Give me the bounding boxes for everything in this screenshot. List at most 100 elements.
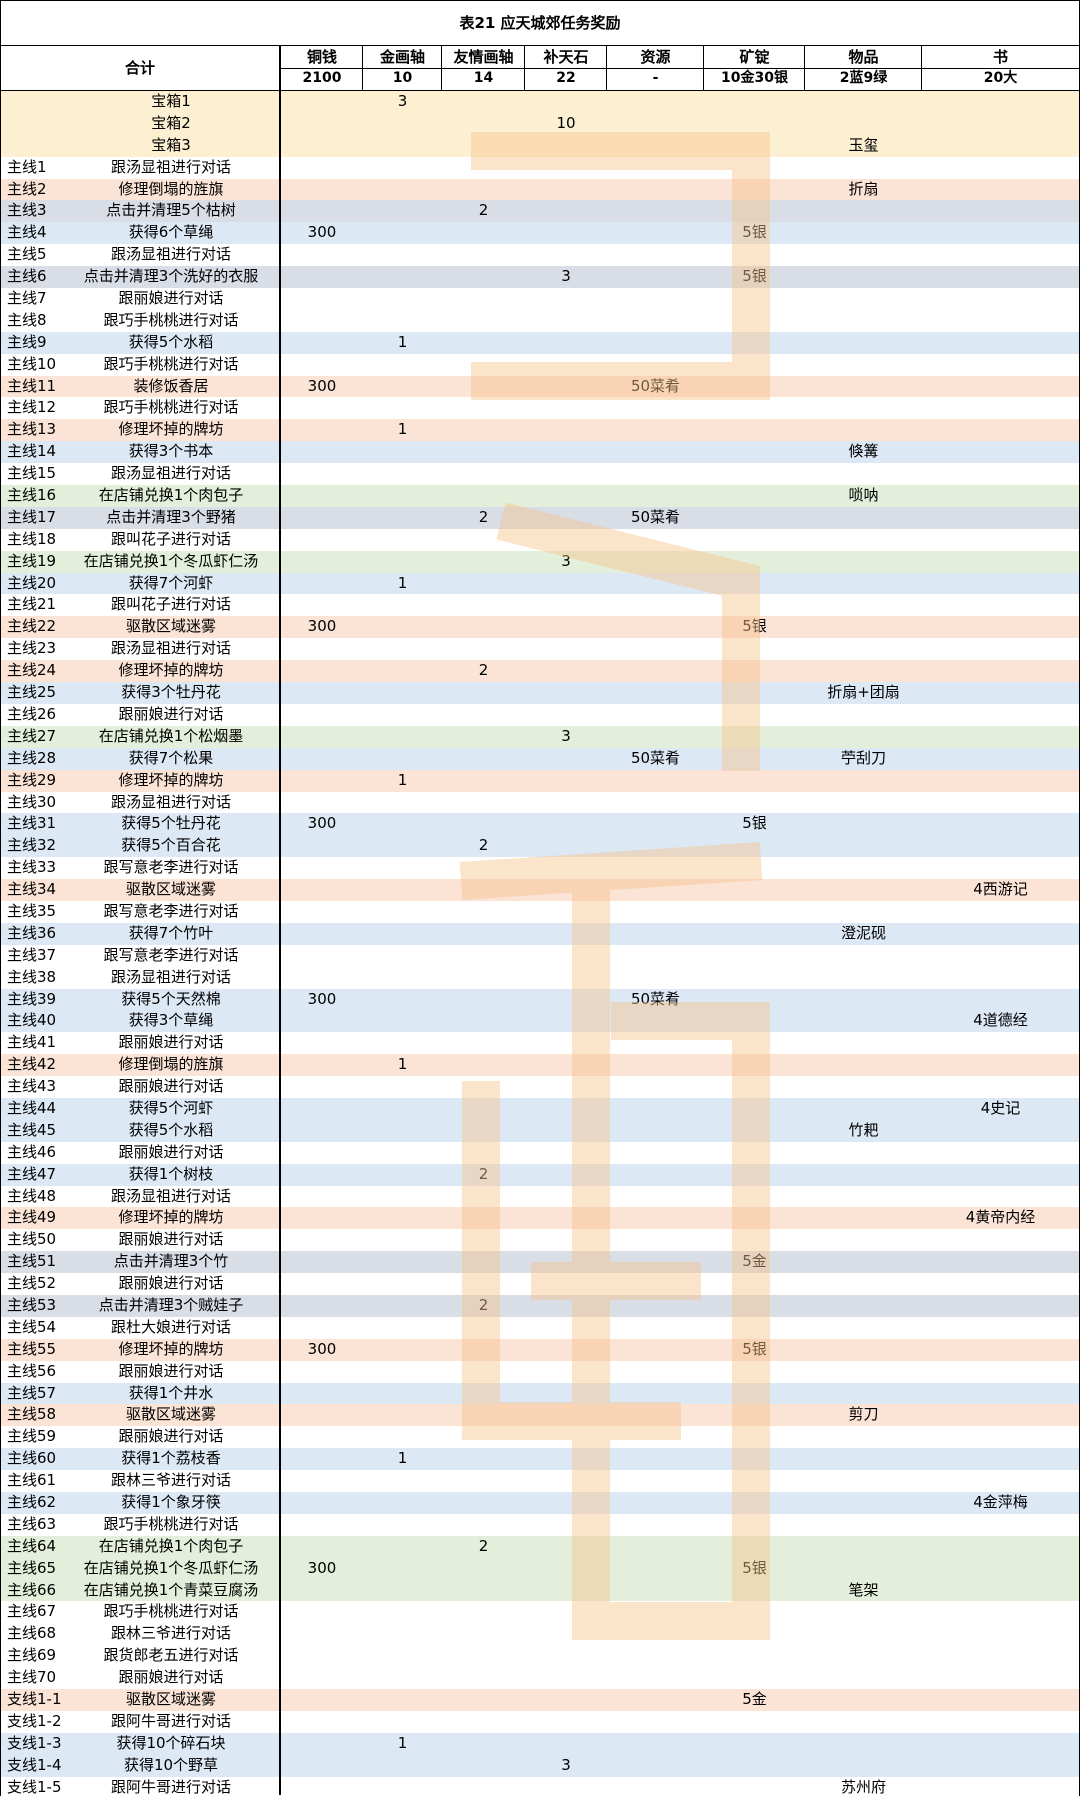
reward-cell bbox=[805, 244, 922, 266]
reward-cell bbox=[922, 1404, 1079, 1426]
header-name: 资源 bbox=[640, 48, 671, 66]
reward-cell bbox=[607, 1536, 704, 1558]
reward-cell bbox=[281, 660, 363, 682]
task-desc: 跟杜大娘进行对话 bbox=[110, 1317, 231, 1336]
header-rule bbox=[442, 68, 525, 69]
reward-cell bbox=[442, 1645, 525, 1667]
reward-cell bbox=[281, 1623, 363, 1645]
reward-cell bbox=[922, 660, 1079, 682]
table-row: 主线8 跟巧手桃桃进行对话 bbox=[1, 309, 1079, 332]
reward-cell bbox=[607, 726, 704, 748]
reward-cell bbox=[363, 1317, 442, 1339]
reward-cell bbox=[525, 682, 607, 704]
reward-cell bbox=[704, 179, 805, 201]
reward-cell bbox=[607, 310, 704, 332]
task-desc: 跟巧手桃桃进行对话 bbox=[103, 1514, 239, 1533]
table-row: 主线33 跟写意老李进行对话 bbox=[1, 857, 1079, 880]
reward-cell bbox=[922, 1448, 1079, 1470]
reward-cell: 5金 bbox=[742, 1252, 767, 1271]
task-desc: 在店铺兑换1个肉包子 bbox=[98, 1536, 244, 1555]
task-desc: 跟阿牛哥进行对话 bbox=[110, 1777, 231, 1796]
reward-cell bbox=[704, 507, 805, 529]
reward-cell bbox=[922, 682, 1079, 704]
reward-cell bbox=[704, 551, 805, 573]
reward-cell bbox=[363, 376, 442, 398]
reward-cell bbox=[805, 901, 922, 923]
table-row: 宝箱1 3 bbox=[1, 91, 1079, 113]
task-id: 主线68 bbox=[7, 1624, 57, 1643]
table-row: 主线14 获得3个书本 倏篝 bbox=[1, 441, 1079, 464]
reward-cell bbox=[525, 835, 607, 857]
reward-cell bbox=[442, 770, 525, 792]
reward-cell bbox=[607, 332, 704, 354]
task-id: 主线52 bbox=[7, 1274, 57, 1293]
reward-cell bbox=[442, 726, 525, 748]
task-id: 主线21 bbox=[7, 595, 57, 614]
reward-cell: 3 bbox=[397, 92, 408, 110]
task-desc: 点击并清理3个野猪 bbox=[106, 507, 236, 526]
task-id: 支线1-2 bbox=[7, 1711, 62, 1730]
table-row: 主线55 修理坏掉的牌坊 300 5银 bbox=[1, 1338, 1079, 1361]
task-id: 主线48 bbox=[7, 1186, 57, 1205]
reward-cell bbox=[704, 1426, 805, 1448]
reward-cell bbox=[805, 551, 922, 573]
reward-cell bbox=[363, 1689, 442, 1711]
reward-cell bbox=[805, 1536, 922, 1558]
reward-cell bbox=[922, 638, 1079, 660]
task-desc: 跟巧手桃桃进行对话 bbox=[103, 1602, 239, 1621]
reward-cell bbox=[805, 1426, 922, 1448]
header-cell: 书 20大 bbox=[921, 46, 1079, 90]
task-id: 主线10 bbox=[7, 354, 57, 373]
reward-cell bbox=[607, 1448, 704, 1470]
task-id: 主线29 bbox=[7, 770, 57, 789]
table-row: 主线40 获得3个草绳 4道德经 bbox=[1, 1010, 1079, 1033]
reward-cell bbox=[805, 1623, 922, 1645]
reward-cell bbox=[805, 1164, 922, 1186]
reward-cell bbox=[704, 1448, 805, 1470]
reward-cell bbox=[704, 157, 805, 179]
reward-cell bbox=[442, 266, 525, 288]
reward-cell bbox=[525, 397, 607, 419]
reward-cell bbox=[607, 419, 704, 441]
task-desc: 获得3个牡丹花 bbox=[121, 683, 221, 702]
task-desc: 驱散区域迷雾 bbox=[125, 1405, 216, 1424]
reward-cell bbox=[607, 704, 704, 726]
table-row: 主线66 在店铺兑换1个青菜豆腐汤 笔架 bbox=[1, 1579, 1079, 1602]
reward-cell bbox=[363, 529, 442, 551]
task-id: 主线45 bbox=[7, 1120, 57, 1139]
reward-cell bbox=[704, 704, 805, 726]
task-desc: 跟巧手桃桃进行对话 bbox=[103, 354, 239, 373]
reward-cell bbox=[607, 463, 704, 485]
reward-cell bbox=[704, 1142, 805, 1164]
reward-cell bbox=[525, 441, 607, 463]
reward-cell bbox=[805, 1689, 922, 1711]
header-rule bbox=[805, 68, 922, 69]
reward-cell bbox=[442, 1733, 525, 1755]
reward-cell bbox=[442, 179, 525, 201]
task-desc: 获得7个河虾 bbox=[128, 573, 214, 592]
task-id: 主线8 bbox=[7, 310, 47, 329]
task-desc: 跟巧手桃桃进行对话 bbox=[103, 398, 239, 417]
table-row: 主线46 跟丽娘进行对话 bbox=[1, 1141, 1079, 1164]
reward-cell bbox=[442, 1623, 525, 1645]
reward-cell bbox=[704, 682, 805, 704]
task-id: 支线1-3 bbox=[7, 1733, 62, 1752]
reward-cell: 50菜肴 bbox=[630, 989, 681, 1008]
reward-cell bbox=[525, 792, 607, 814]
task-id: 主线15 bbox=[7, 464, 57, 483]
reward-cell bbox=[805, 573, 922, 595]
reward-cell bbox=[442, 376, 525, 398]
reward-cell bbox=[704, 1645, 805, 1667]
reward-cell bbox=[805, 1098, 922, 1120]
reward-cell bbox=[607, 91, 704, 113]
task-id: 主线19 bbox=[7, 551, 57, 570]
reward-cell bbox=[442, 1098, 525, 1120]
reward-cell bbox=[442, 222, 525, 244]
reward-cell bbox=[363, 1229, 442, 1251]
reward-cell bbox=[607, 1558, 704, 1580]
reward-cell bbox=[922, 616, 1079, 638]
reward-cell bbox=[704, 310, 805, 332]
reward-cell bbox=[922, 1317, 1079, 1339]
reward-cell bbox=[525, 1536, 607, 1558]
reward-cell bbox=[525, 857, 607, 879]
